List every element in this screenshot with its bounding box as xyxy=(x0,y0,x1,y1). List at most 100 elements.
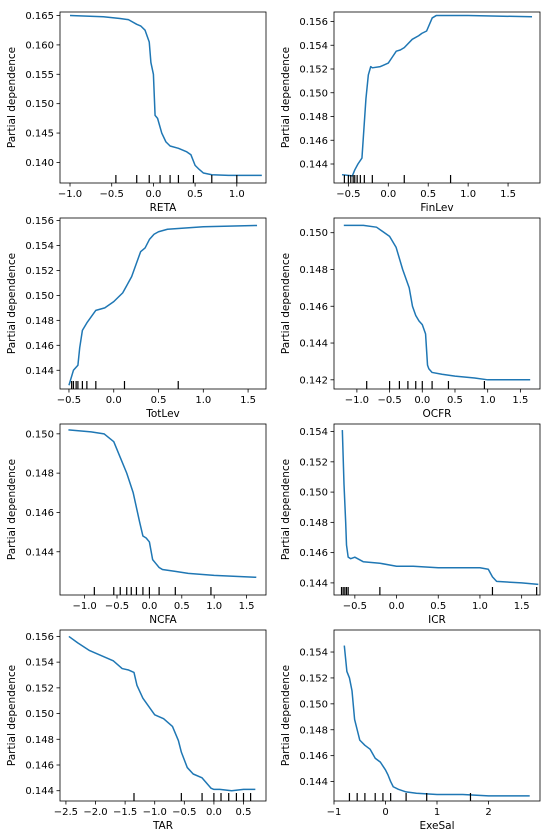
y-tick-label: 0.148 xyxy=(25,735,54,746)
y-axis-label: Partial dependence xyxy=(6,459,18,560)
x-tick-label: 2 xyxy=(485,807,491,818)
axes-frame xyxy=(59,423,267,596)
y-tick-label: 0.165 xyxy=(25,11,54,22)
y-tick-label: 0.144 xyxy=(299,160,328,171)
y-tick-label: 0.144 xyxy=(299,339,328,350)
x-tick-label: 0.0 xyxy=(414,395,430,406)
subplot-tar: −2.5 −2.0 −1.5 −1.0 −0.5 0.0 0.5 0.144 0.146 0.14… xyxy=(6,629,267,832)
y-tick-label: 0.156 xyxy=(299,17,328,28)
x-tick-label: 0.0 xyxy=(106,395,122,406)
x-tick-label: −0.5 xyxy=(57,395,81,406)
x-tick-label: −1.5 xyxy=(113,807,137,818)
y-tick-label: 0.144 xyxy=(25,366,54,377)
y-tick-label: 0.146 xyxy=(299,751,328,762)
y-tick-label: 0.140 xyxy=(25,158,54,169)
y-tick-label: 0.144 xyxy=(25,547,54,558)
x-tick-label: 1.5 xyxy=(239,601,255,612)
x-tick-label: 0.5 xyxy=(430,601,446,612)
y-tick-label: 0.148 xyxy=(25,469,54,480)
x-axis-label: NCFA xyxy=(149,614,177,626)
y-tick-label: 0.146 xyxy=(299,548,328,559)
y-tick-label: 0.150 xyxy=(299,228,328,239)
x-tick-label: −1.0 xyxy=(72,601,96,612)
x-axis-label: TAR xyxy=(152,820,173,832)
y-tick-label: 0.150 xyxy=(299,699,328,710)
x-tick-label: −0.5 xyxy=(343,601,367,612)
x-tick-label: −2.5 xyxy=(54,807,78,818)
x-tick-label: −2.0 xyxy=(83,807,107,818)
pd-line xyxy=(343,645,530,797)
x-tick-label: 1.5 xyxy=(514,601,530,612)
y-tick-label: 0.150 xyxy=(299,88,328,99)
y-tick-label: 0.154 xyxy=(299,648,328,659)
y-tick-label: 0.144 xyxy=(299,578,328,589)
y-axis-label: Partial dependence xyxy=(280,47,292,148)
y-tick-label: 0.156 xyxy=(25,216,54,227)
pd-line xyxy=(341,430,539,586)
y-tick-label: 0.146 xyxy=(299,136,328,147)
y-tick-label: 0.160 xyxy=(25,40,54,51)
y-tick-label: 0.142 xyxy=(299,375,328,386)
x-tick-label: −1.0 xyxy=(143,807,167,818)
x-tick-label: 0.0 xyxy=(389,601,405,612)
pd-line xyxy=(341,14,533,177)
y-tick-label: 0.145 xyxy=(25,129,54,140)
y-tick-label: 0.152 xyxy=(299,65,328,76)
subplot-icr: −0.5 0.0 0.5 1.0 1.5 0.144 0.146 0.148 0.150 0.15… xyxy=(280,423,541,626)
subplot-totlev: −0.5 0.0 0.5 1.0 1.5 0.144 0.146 0.148 0.150 0.15… xyxy=(6,216,267,420)
x-tick-label: −0.5 xyxy=(377,395,401,406)
y-tick-label: 0.148 xyxy=(299,518,328,529)
y-tick-label: 0.152 xyxy=(25,266,54,277)
y-tick-label: 0.144 xyxy=(25,786,54,797)
y-tick-label: 0.146 xyxy=(25,761,54,772)
x-tick-label: 1.0 xyxy=(472,601,488,612)
x-tick-label: −0.5 xyxy=(336,189,360,200)
y-tick-label: 0.154 xyxy=(25,241,54,252)
x-tick-label: −0.5 xyxy=(100,189,124,200)
x-tick-label: −1.0 xyxy=(345,395,369,406)
y-tick-label: 0.154 xyxy=(299,427,328,438)
x-tick-label: 0.5 xyxy=(151,395,167,406)
x-tick-label: 1 xyxy=(434,807,440,818)
x-tick-label: 0.5 xyxy=(187,189,203,200)
y-axis-label: Partial dependence xyxy=(6,47,18,148)
axes-frame xyxy=(333,629,541,802)
x-axis-label: OCFR xyxy=(423,408,452,420)
axes-frame xyxy=(333,423,541,596)
axes-frame xyxy=(333,217,541,390)
x-tick-label: −1.0 xyxy=(58,189,82,200)
subplot-finlev: −0.5 0.0 0.5 1.0 1.5 0.144 0.146 0.148 0.150 0.15… xyxy=(280,11,541,214)
y-tick-label: 0.156 xyxy=(25,632,54,643)
x-tick-label: 1.0 xyxy=(195,395,211,406)
x-tick-label: 1.0 xyxy=(460,189,476,200)
y-tick-label: 0.150 xyxy=(25,99,54,110)
x-tick-label: 0.0 xyxy=(206,807,222,818)
x-tick-label: 0.0 xyxy=(380,189,396,200)
x-tick-label: 1.5 xyxy=(512,395,528,406)
x-tick-label: 0.0 xyxy=(145,189,161,200)
x-axis-label: RETA xyxy=(150,202,178,214)
x-tick-label: 1.5 xyxy=(500,189,516,200)
pd-line xyxy=(69,14,262,177)
pd-line xyxy=(68,635,256,792)
subplot-ncfa: −1.0 −0.5 0.0 0.5 1.0 1.5 0.144 0.146 0.148 0.150… xyxy=(6,423,267,626)
y-tick-label: 0.150 xyxy=(25,709,54,720)
axes-frame xyxy=(59,217,267,390)
y-tick-label: 0.154 xyxy=(25,658,54,669)
x-tick-label: 0.5 xyxy=(420,189,436,200)
y-tick-label: 0.150 xyxy=(25,429,54,440)
x-tick-label: 0.0 xyxy=(141,601,157,612)
x-axis-label: ICR xyxy=(428,614,446,626)
y-axis-label: Partial dependence xyxy=(6,253,18,354)
axes-frame xyxy=(59,11,267,184)
x-tick-label: −0.5 xyxy=(105,601,129,612)
subplot-reta: −1.0 −0.5 0.0 0.5 1.0 0.140 0.145 0.150 0.155 0.1… xyxy=(6,11,267,214)
y-tick-label: 0.154 xyxy=(299,41,328,52)
y-tick-label: 0.155 xyxy=(25,70,54,81)
subplot-ocfr: −1.0 −0.5 0.0 0.5 1.0 1.5 0.142 0.144 0.146 0.148… xyxy=(280,217,541,420)
x-tick-label: 1.0 xyxy=(229,189,245,200)
y-tick-label: 0.146 xyxy=(25,341,54,352)
axes-frame xyxy=(333,11,541,184)
pd-line xyxy=(343,224,531,381)
y-tick-label: 0.146 xyxy=(25,508,54,519)
